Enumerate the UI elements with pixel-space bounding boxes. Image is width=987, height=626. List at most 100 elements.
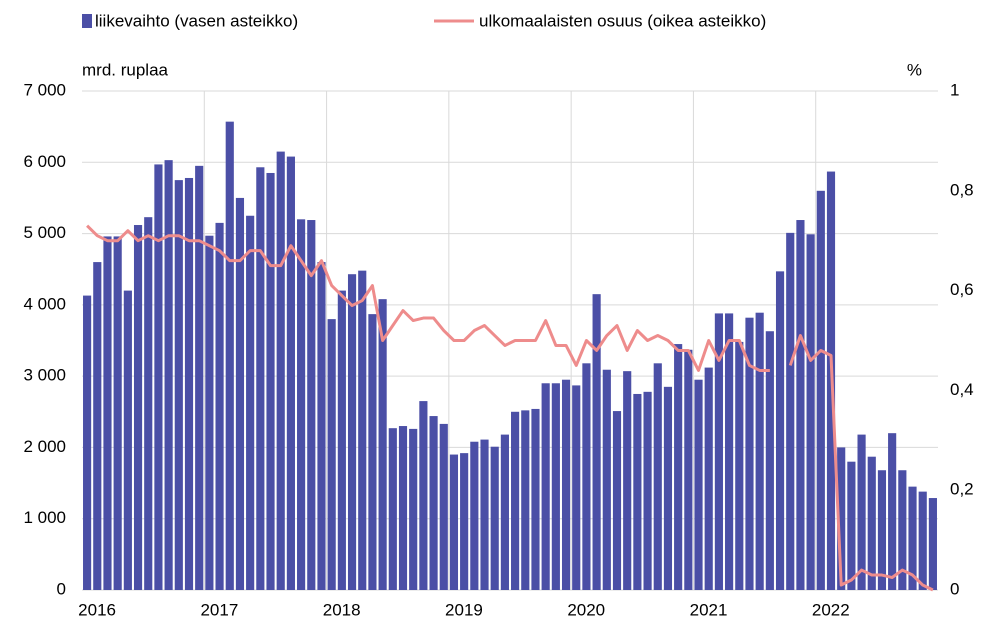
bar: [327, 319, 336, 590]
bar: [154, 164, 163, 590]
bar: [918, 491, 927, 590]
y-tick-label: 1 000: [23, 508, 66, 527]
bar: [602, 369, 611, 590]
bar: [653, 363, 662, 590]
legend-swatch: [82, 14, 92, 28]
y2-tick-label: 0,2: [950, 480, 974, 499]
bar: [745, 317, 754, 590]
bar: [103, 236, 112, 590]
y-tick-label: 7 000: [23, 80, 66, 99]
bar: [531, 408, 540, 590]
bar: [388, 428, 397, 590]
bar: [225, 121, 234, 590]
y-tick-label: 6 000: [23, 152, 66, 171]
x-tick-label: 2021: [690, 600, 728, 619]
bar: [684, 349, 693, 590]
bar: [276, 151, 285, 591]
bar: [368, 314, 377, 590]
bar: [470, 441, 479, 590]
x-tick-label: 2016: [78, 600, 116, 619]
bar: [816, 190, 825, 591]
y2-tick-label: 1: [950, 80, 959, 99]
bar: [633, 393, 642, 590]
bar: [184, 177, 194, 590]
bar: [215, 222, 224, 590]
bar: [297, 219, 306, 591]
bar: [714, 313, 723, 590]
bar: [449, 454, 459, 590]
bar: [347, 274, 357, 590]
bar: [511, 411, 520, 590]
bar: [867, 456, 876, 590]
bar: [429, 416, 438, 590]
bar: [612, 411, 622, 590]
bar: [500, 434, 509, 590]
y-axis-label: mrd. ruplaa: [82, 60, 169, 79]
bar: [857, 434, 866, 590]
bar: [521, 410, 530, 590]
x-tick-label: 2017: [200, 600, 238, 619]
x-tick-label: 2020: [567, 600, 605, 619]
bar: [623, 371, 632, 590]
bar: [796, 220, 805, 590]
bar: [256, 167, 265, 591]
y2-tick-label: 0: [950, 579, 959, 598]
bar: [286, 156, 295, 590]
bar: [847, 461, 856, 590]
bar: [409, 428, 418, 590]
bar: [266, 172, 275, 590]
bar: [378, 299, 387, 590]
bar: [837, 447, 846, 590]
bar: [725, 313, 734, 590]
bar: [663, 386, 673, 590]
bar: [877, 470, 887, 590]
bar: [460, 453, 469, 590]
bar: [908, 486, 917, 590]
bar: [246, 215, 255, 590]
y-tick-label: 3 000: [23, 366, 66, 385]
bar: [398, 426, 408, 590]
bar: [572, 385, 581, 590]
bar: [786, 232, 795, 590]
legend-label: ulkomaalaisten osuus (oikea asteikko): [479, 11, 766, 30]
bar: [235, 197, 245, 590]
bar: [582, 363, 591, 590]
bar: [307, 220, 316, 590]
bar: [195, 165, 204, 590]
y-tick-label: 4 000: [23, 294, 66, 313]
bar: [419, 401, 428, 590]
bar: [561, 379, 571, 590]
bar: [765, 331, 774, 590]
x-tick-label: 2018: [323, 600, 361, 619]
bar: [174, 180, 183, 590]
bar: [490, 446, 499, 590]
bar: [144, 217, 153, 590]
bar: [898, 470, 907, 590]
bar: [775, 271, 785, 590]
bar: [541, 383, 550, 590]
bar: [337, 290, 346, 590]
bar: [480, 439, 489, 590]
bar: [704, 367, 713, 590]
y-tick-label: 5 000: [23, 223, 66, 242]
line: [86, 224, 934, 592]
bar: [735, 341, 744, 590]
bar: [205, 235, 214, 590]
bar: [123, 290, 132, 590]
bar: [83, 295, 92, 590]
bar: [928, 498, 937, 590]
y2-tick-label: 0,8: [950, 180, 974, 199]
y2-tick-label: 0,4: [950, 380, 974, 399]
bar: [643, 391, 652, 590]
bar: [806, 234, 815, 590]
bar: [694, 379, 703, 590]
bar: [888, 433, 897, 590]
x-tick-label: 2022: [812, 600, 850, 619]
bar: [317, 262, 326, 590]
y2-axis-label: %: [907, 60, 922, 79]
bar: [93, 262, 102, 590]
bar: [358, 270, 367, 590]
bar: [592, 294, 601, 590]
bar: [755, 312, 764, 590]
